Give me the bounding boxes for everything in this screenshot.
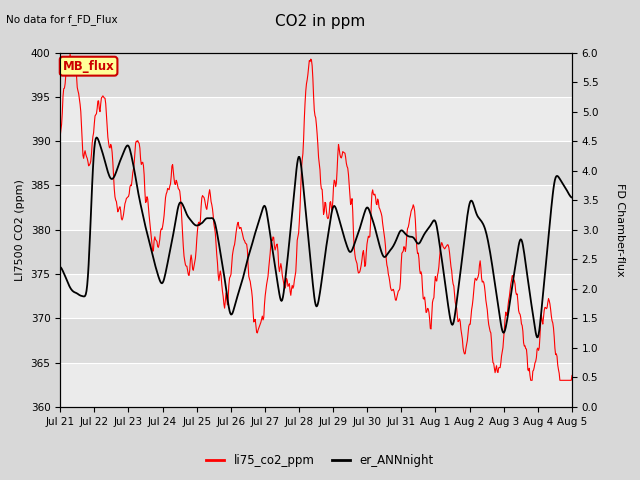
Y-axis label: LI7500 CO2 (ppm): LI7500 CO2 (ppm): [15, 179, 25, 281]
Text: No data for f_FD_Flux: No data for f_FD_Flux: [6, 14, 118, 25]
Bar: [60, 97, 572, 141]
Y-axis label: FD Chamber-flux: FD Chamber-flux: [615, 183, 625, 276]
Bar: [60, 185, 572, 230]
Bar: [60, 230, 572, 274]
Bar: [60, 274, 572, 318]
Bar: [60, 53, 572, 97]
Bar: [60, 141, 572, 185]
Legend: li75_co2_ppm, er_ANNnight: li75_co2_ppm, er_ANNnight: [202, 449, 438, 472]
Bar: [60, 362, 572, 407]
Text: CO2 in ppm: CO2 in ppm: [275, 14, 365, 29]
Bar: [60, 318, 572, 362]
Text: MB_flux: MB_flux: [63, 60, 115, 72]
